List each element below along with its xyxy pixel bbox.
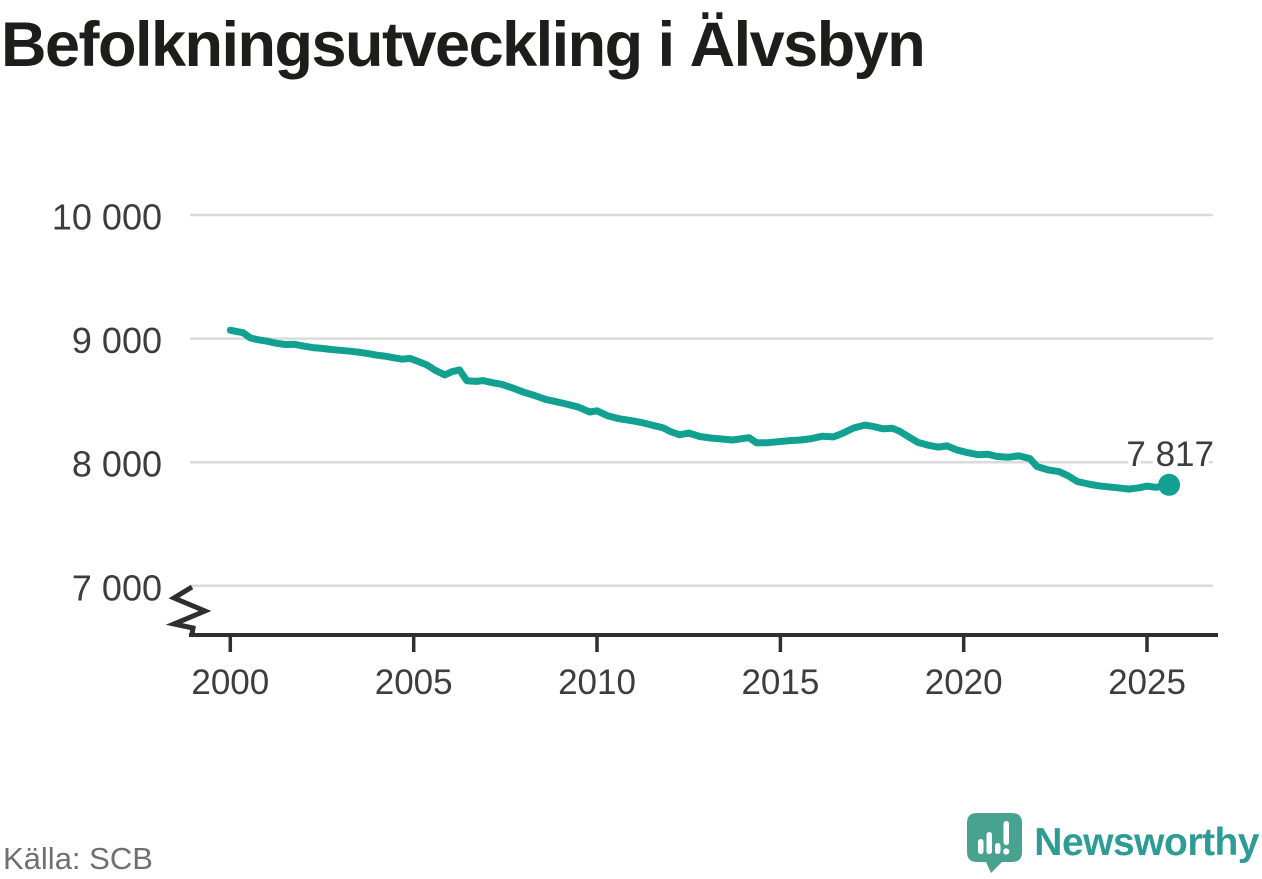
y-tick-label: 8 000 [72,444,162,485]
x-tick-label: 2025 [1108,663,1186,702]
speech-bubble-shape [967,813,1023,873]
x-tick-label: 2020 [925,663,1003,702]
population-line [226,326,1173,493]
y-axis-labels: 7 000 8 000 9 000 10 000 [52,197,162,609]
newsworthy-icon [967,813,1023,873]
source-label: Källa: SCB [3,841,153,876]
y-tick-label: 9 000 [72,320,162,361]
x-axis-ticks [228,635,1149,652]
y-axis-break-icon [165,584,212,636]
x-tick-label: 2005 [375,663,453,702]
latest-point-marker [1158,473,1181,496]
chart-title: Befolkningsutveckling i Älvsbyn [1,10,926,80]
x-tick-label: 2010 [558,663,636,702]
x-tick-label: 2000 [191,663,269,702]
bar-chart-glyph [978,821,1010,855]
y-tick-label: 7 000 [72,567,162,608]
y-tick-label: 10 000 [52,197,162,238]
latest-value-label: 7 817 [1126,435,1214,474]
x-axis-labels: 2000 2005 2010 2015 2020 2025 [191,663,1186,702]
x-tick-label: 2015 [741,663,819,702]
newsworthy-wordmark: Newsworthy [1034,821,1259,864]
newsworthy-logo: Newsworthy [966,812,1259,874]
gridlines [190,213,1213,588]
